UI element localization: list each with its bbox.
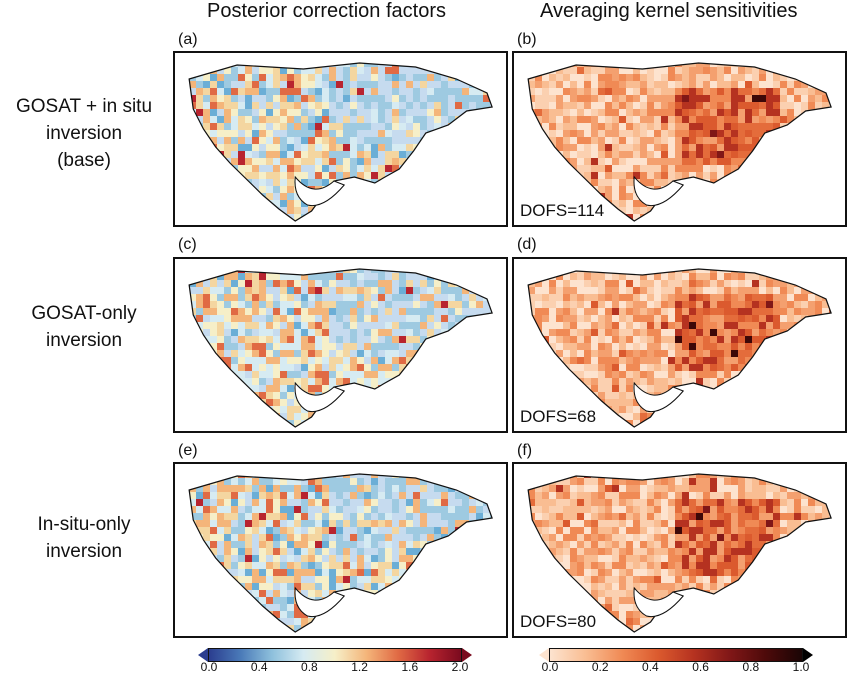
- left-column-title: Posterior correction factors: [207, 0, 446, 22]
- row-label-line: inversion: [45, 123, 123, 144]
- colorbar-left-high-arrow: [462, 648, 472, 662]
- map-panel-b: DOFS=114: [512, 51, 847, 227]
- row-label-gosat-only: GOSAT-only inversion: [0, 300, 168, 354]
- right-column-title: Averaging kernel sensitivities: [540, 0, 798, 22]
- north-america-map: [188, 473, 493, 633]
- colorbar-left-tick: 1.6: [401, 660, 419, 674]
- colorbar-right: [549, 648, 803, 662]
- colorbar-right-tick: 0.8: [742, 660, 760, 674]
- colorbar-left-tick: 0.0: [200, 660, 218, 674]
- colorbar-left-tick: 2.0: [451, 660, 469, 674]
- row-label-line: In-situ-only: [37, 514, 131, 535]
- colorbar-right-low-arrow: [539, 648, 549, 662]
- map-panel-e: [173, 462, 508, 638]
- row-label-line: inversion: [45, 330, 123, 351]
- map-panel-c: [173, 257, 508, 433]
- colorbar-right-tick: 0.6: [692, 660, 709, 674]
- north-america-map: [527, 473, 832, 633]
- north-america-map: [188, 268, 493, 428]
- colorbar-left: [208, 648, 462, 662]
- row-label-line: (base): [57, 150, 111, 171]
- north-america-map: [188, 62, 493, 222]
- panel-letter-a: (a): [178, 31, 198, 48]
- colorbar-right-tick: 1.0: [792, 660, 810, 674]
- colorbar-right-tick: 0.2: [591, 660, 609, 674]
- colorbar-right-tick: 0.0: [541, 660, 559, 674]
- row-label-line: GOSAT + in situ: [15, 96, 153, 117]
- row-label-line: GOSAT-only: [31, 303, 137, 324]
- colorbar-left-tick: 0.8: [301, 660, 318, 674]
- map-panel-d: DOFS=68: [512, 257, 847, 433]
- row-label-base: GOSAT + in situ inversion (base): [0, 93, 168, 174]
- dofs-label: DOFS=114: [520, 201, 605, 220]
- panel-letter-d: (d): [517, 236, 537, 253]
- colorbar-left-low-arrow: [198, 648, 208, 662]
- dofs-label: DOFS=80: [520, 612, 597, 631]
- north-america-map: [527, 62, 832, 222]
- map-panel-f: DOFS=80: [512, 462, 847, 638]
- colorbar-left-tick: 0.4: [250, 660, 268, 674]
- north-america-map: [527, 268, 832, 428]
- panel-letter-c: (c): [178, 236, 197, 253]
- panel-letter-e: (e): [178, 442, 198, 459]
- colorbar-right-high-arrow: [803, 648, 813, 662]
- panel-letter-b: (b): [517, 31, 537, 48]
- colorbar-left-tick: 1.2: [351, 660, 368, 674]
- map-panel-a: [173, 51, 508, 227]
- row-label-line: inversion: [45, 541, 123, 562]
- row-label-insitu-only: In-situ-only inversion: [0, 511, 168, 565]
- panel-letter-f: (f): [517, 442, 533, 459]
- colorbar-right-tick: 0.4: [642, 660, 659, 674]
- dofs-label: DOFS=68: [520, 407, 597, 426]
